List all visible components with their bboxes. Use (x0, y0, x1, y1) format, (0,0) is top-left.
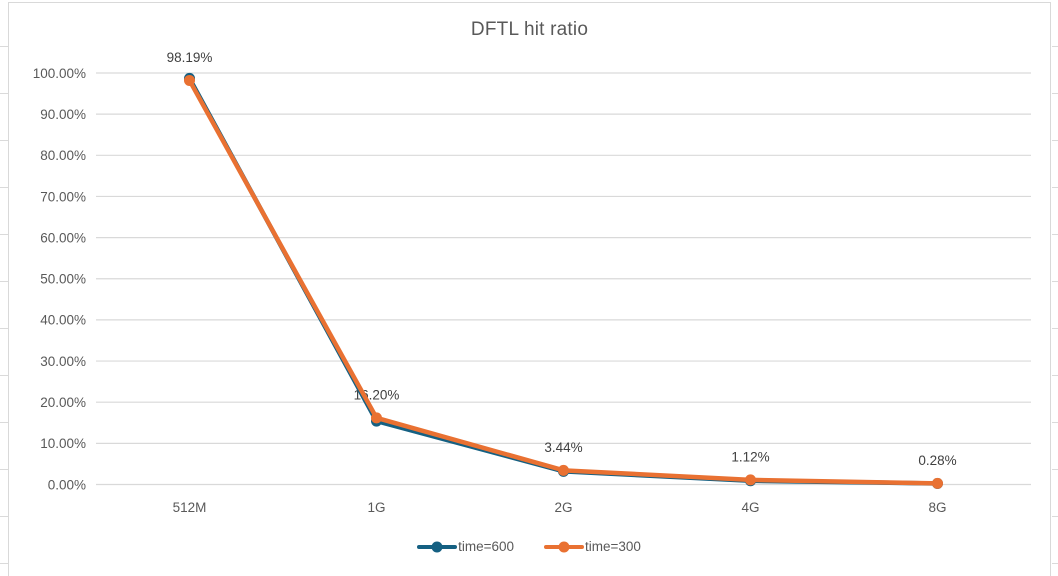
data-point-marker-time=300[interactable] (371, 412, 382, 424)
data-label[interactable]: 3.44% (544, 440, 582, 455)
data-point-marker-time=300[interactable] (932, 477, 943, 489)
x-axis-tick-label: 8G (928, 500, 946, 515)
chart-title: DFTL hit ratio (470, 19, 589, 40)
data-point-marker-time=300[interactable] (184, 74, 195, 86)
y-axis-tick-label: 70.00% (40, 189, 86, 204)
legend-item-time-600[interactable]: time=600 (417, 539, 514, 554)
y-axis-tick-label: 90.00% (40, 107, 86, 122)
data-point-marker-time=300[interactable] (558, 464, 569, 476)
x-axis-tick-label: 1G (367, 500, 385, 515)
data-label[interactable]: 0.28% (918, 453, 956, 468)
y-axis-tick-label: 40.00% (40, 313, 86, 328)
x-axis-tick-label: 2G (554, 500, 572, 515)
legend-swatch-time-300 (544, 541, 584, 552)
series-line-time=300[interactable] (187, 78, 940, 486)
y-axis-tick-label: 50.00% (40, 272, 86, 287)
y-axis-tick-label: 10.00% (40, 436, 86, 451)
spreadsheet-gridlines-left (0, 0, 8, 576)
y-axis-tick-label: 30.00% (40, 354, 86, 369)
data-label[interactable]: 98.19% (167, 50, 213, 65)
data-label[interactable]: 1.12% (731, 449, 769, 464)
legend-label: time=600 (458, 539, 514, 554)
legend-item-time-300[interactable]: time=300 (544, 539, 641, 554)
spreadsheet-gridlines-right (1052, 0, 1058, 576)
y-axis-tick-label: 60.00% (40, 230, 86, 245)
x-axis-tick-label: 4G (741, 500, 759, 515)
y-axis-tick-label: 80.00% (40, 148, 86, 163)
y-axis-tick-label: 0.00% (48, 477, 86, 492)
legend: time=600 time=300 (0, 539, 1058, 554)
legend-swatch-time-600 (417, 541, 458, 552)
y-axis-tick-label: 20.00% (40, 395, 86, 410)
data-point-marker-time=300[interactable] (745, 474, 756, 486)
x-axis-tick-label: 512M (173, 500, 207, 515)
legend-label: time=300 (585, 539, 641, 554)
y-axis-tick-label: 100.00% (33, 66, 86, 81)
